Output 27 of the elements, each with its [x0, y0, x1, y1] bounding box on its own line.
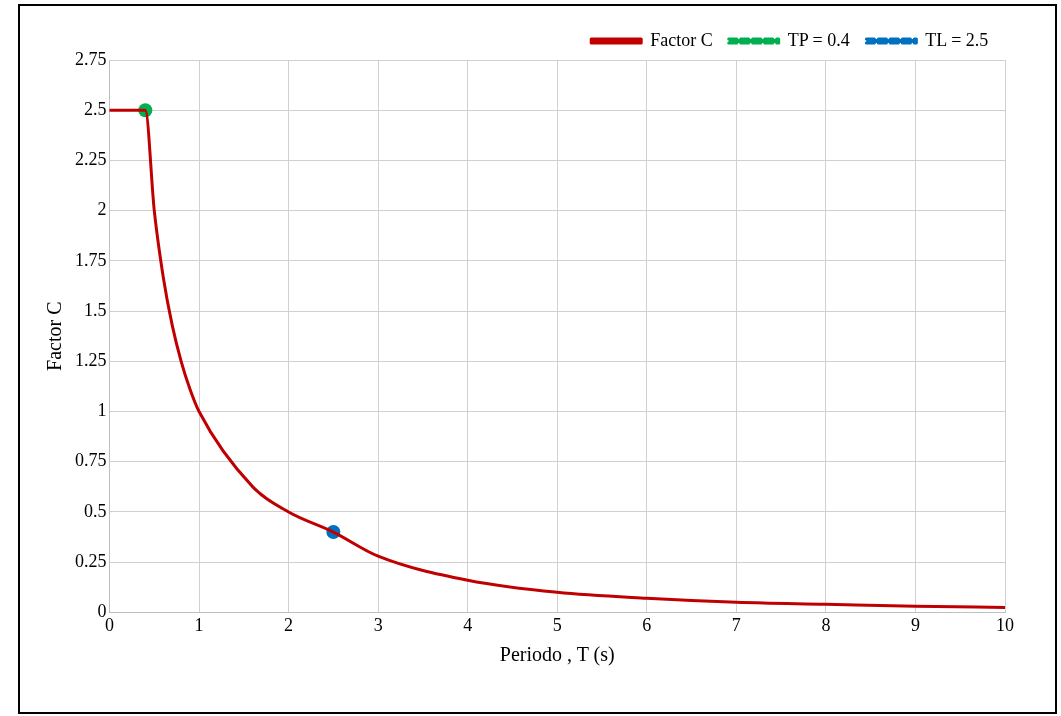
x-tick-label: 2 [284, 614, 294, 635]
y-tick-label: 1 [97, 400, 107, 421]
legend-label: TP = 0.4 [787, 29, 850, 50]
x-tick-label: 9 [910, 614, 920, 635]
y-tick-label: 2.25 [75, 149, 107, 170]
y-tick-label: 0.25 [75, 550, 107, 571]
y-tick-label: 2.75 [75, 48, 107, 69]
x-axis-title: Periodo , T (s) [499, 643, 615, 667]
y-tick-label: 1.5 [84, 299, 107, 320]
y-axis-title: Factor C [43, 301, 66, 371]
y-tick-label: 2 [97, 199, 107, 220]
legend-label: Factor C [650, 29, 713, 50]
x-tick-label: 1 [194, 614, 204, 635]
y-tick-label: 1.25 [75, 350, 107, 371]
x-tick-label: 7 [731, 614, 741, 635]
x-tick-label: 4 [463, 614, 473, 635]
legend-label: TL = 2.5 [925, 29, 989, 50]
x-tick-label: 5 [552, 614, 562, 635]
x-tick-label: 3 [373, 614, 383, 635]
y-tick-label: 0.75 [75, 450, 107, 471]
x-tick-label: 10 [996, 614, 1014, 635]
y-tick-label: 0.5 [84, 500, 107, 521]
x-tick-label: 8 [821, 614, 831, 635]
y-tick-label: 1.75 [75, 249, 107, 270]
y-tick-label: 2.5 [84, 98, 107, 119]
y-tick-label: 0 [97, 601, 107, 622]
x-tick-label: 6 [642, 614, 652, 635]
